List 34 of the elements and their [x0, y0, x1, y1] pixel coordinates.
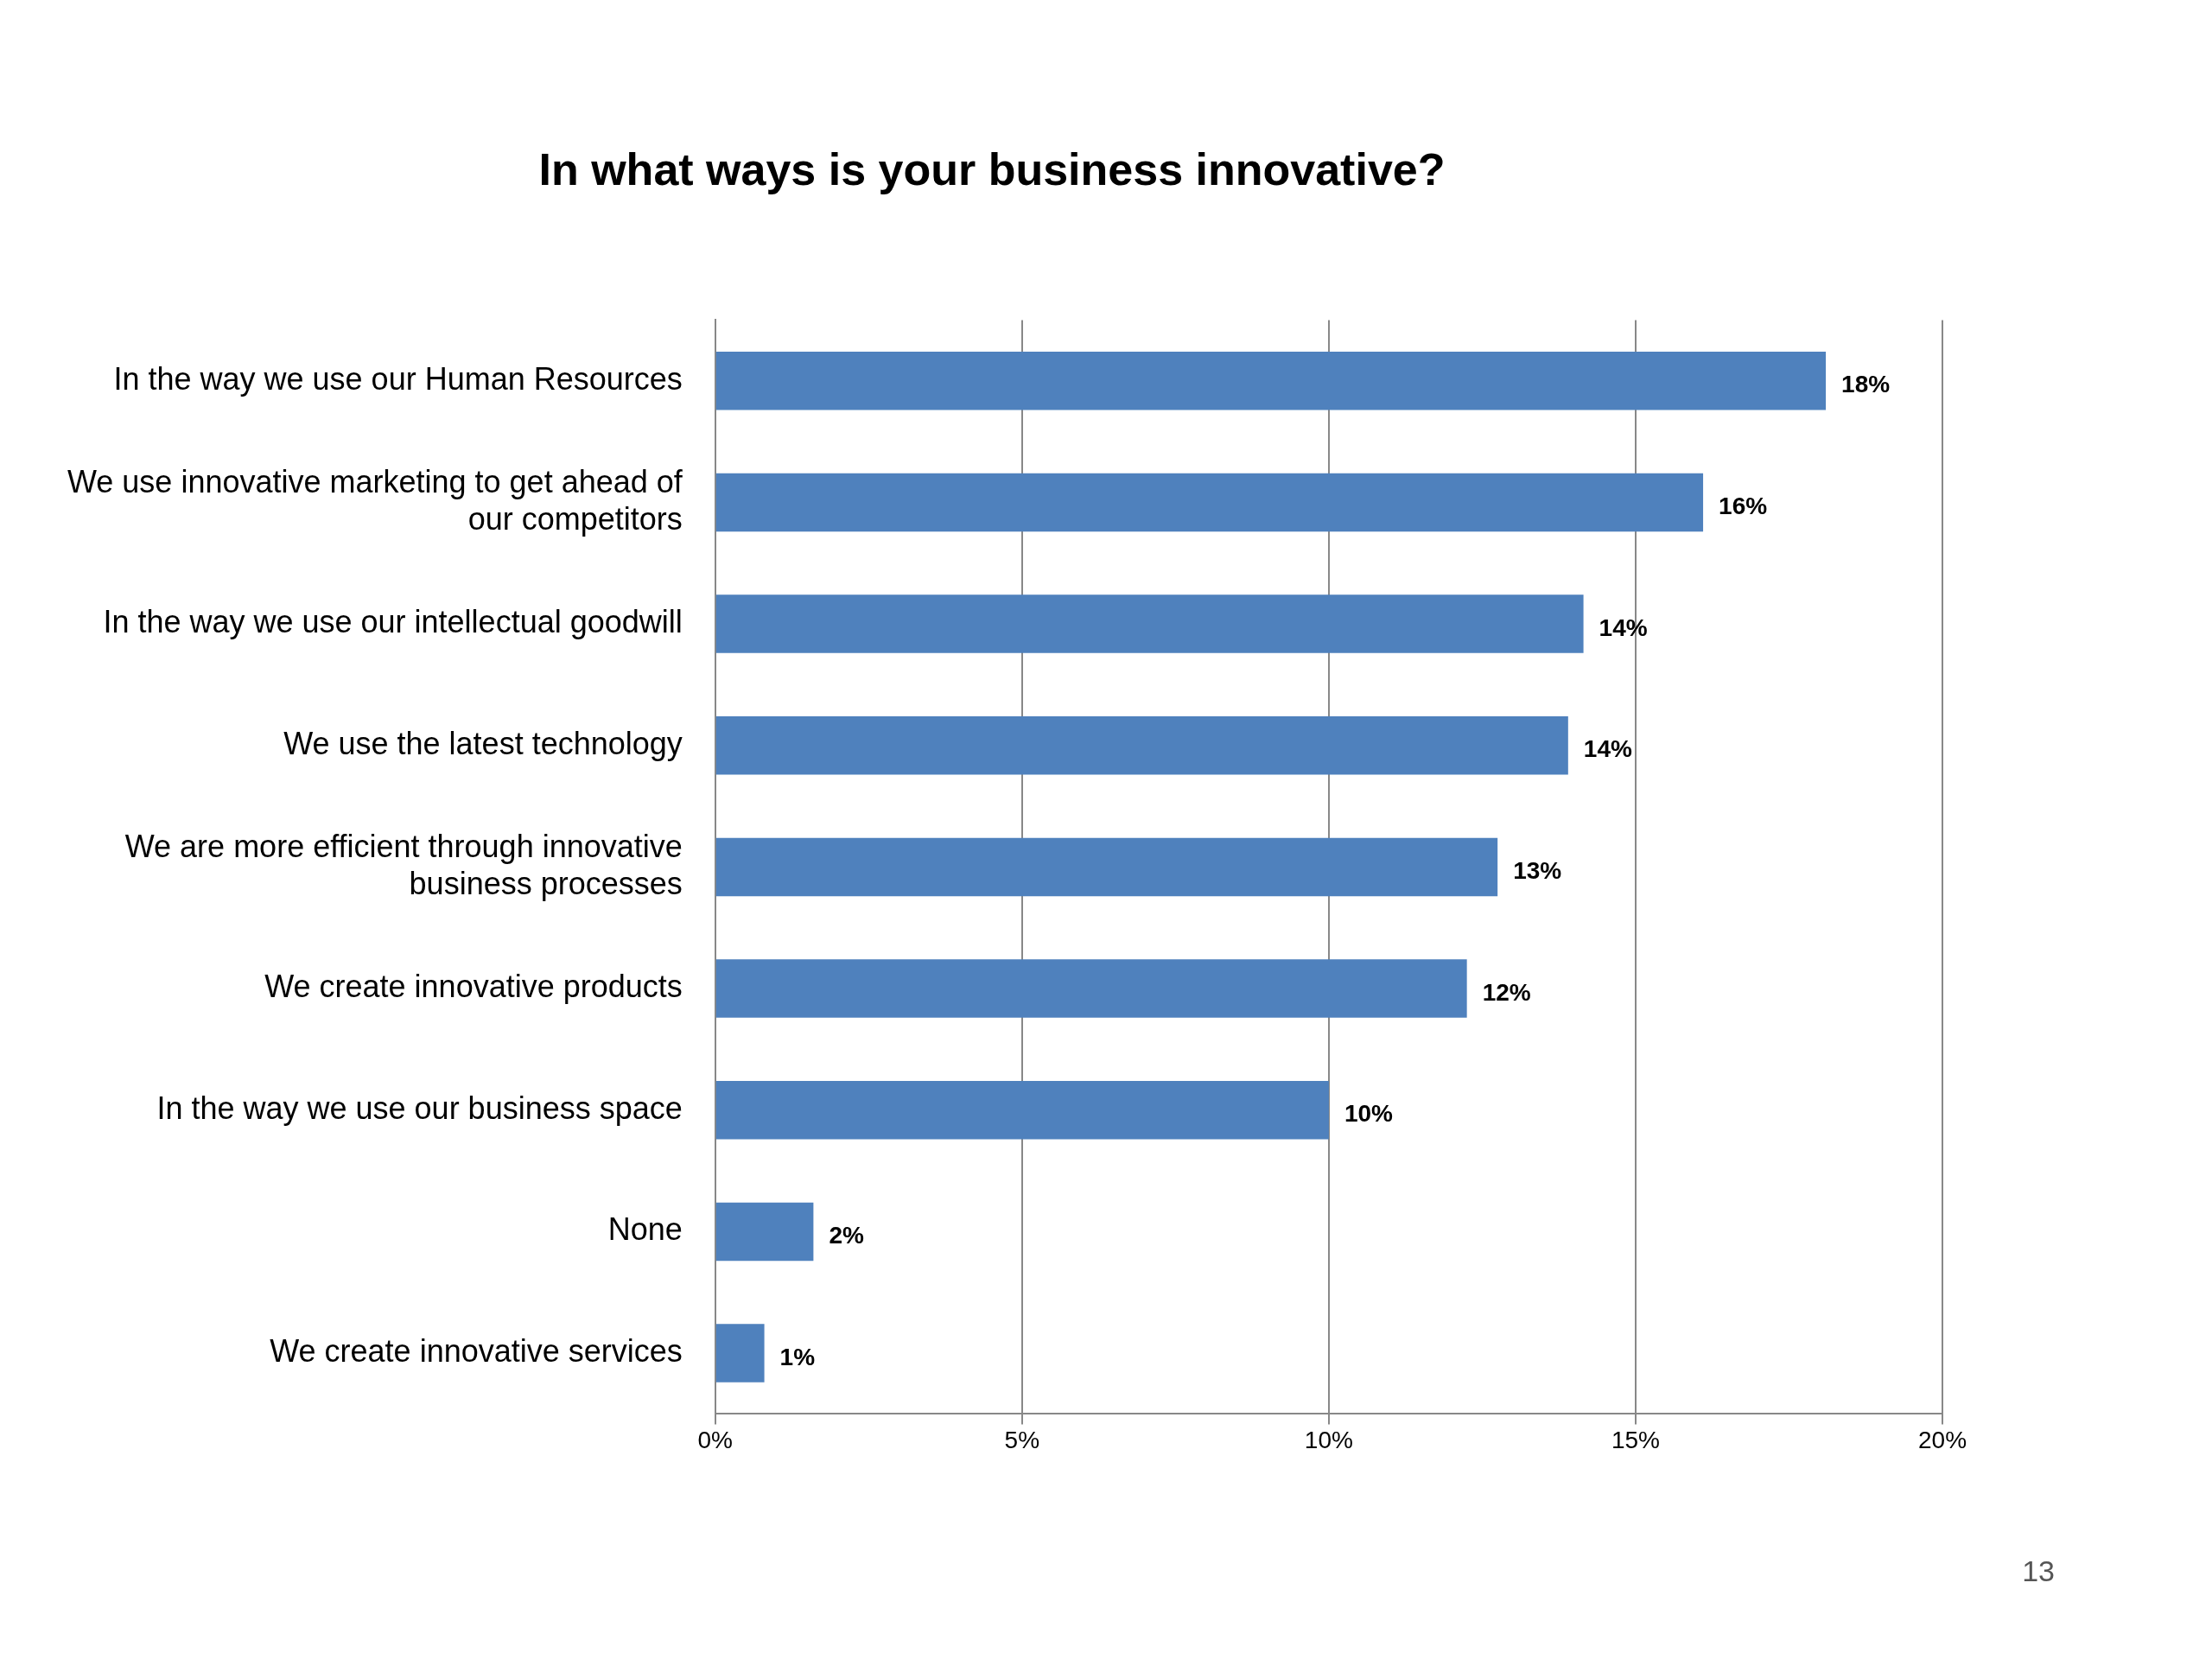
bar: [715, 1324, 765, 1382]
y-tick-label: We use the latest technology: [283, 725, 683, 761]
bar: [715, 351, 1827, 410]
y-tick-label: We are more efficient through innovative business processes: [124, 828, 683, 901]
bar: [715, 715, 1568, 775]
bar: [715, 1080, 1329, 1140]
x-tick-label: 10%: [1304, 1426, 1353, 1453]
y-tick-label: We create innovative products: [264, 968, 683, 1004]
data-label: 1%: [779, 1343, 816, 1370]
bar: [715, 837, 1498, 897]
text: 13: [2022, 1554, 2055, 1588]
data-label: 14%: [1583, 735, 1632, 763]
data-label: 13%: [1513, 857, 1562, 885]
bar: [715, 959, 1467, 1018]
bar: [715, 1202, 814, 1262]
bar: [715, 473, 1704, 532]
x-tick-label: 0%: [697, 1426, 734, 1453]
x-tick-label: 15%: [1611, 1426, 1660, 1453]
y-tick-label: We use innovative marketing to get ahead of our competitors: [67, 463, 683, 537]
chart-title: In what ways is your business innovative?: [538, 143, 1446, 194]
x-tick-label: 20%: [1917, 1426, 1967, 1453]
y-tick-label: We create innovative services: [270, 1332, 683, 1369]
bar: [715, 594, 1584, 653]
data-label: 2%: [829, 1222, 864, 1249]
data-label: 12%: [1482, 978, 1531, 1006]
x-tick-label: 5%: [1004, 1426, 1040, 1453]
data-label: 18%: [1841, 371, 1891, 398]
data-label: 14%: [1599, 613, 1648, 641]
y-tick-label: In the way we use our intellectual goodwill: [103, 603, 683, 639]
y-tick-label: None: [607, 1211, 683, 1248]
data-label: 16%: [1719, 493, 1768, 520]
y-tick-label: In the way we use our business space: [156, 1090, 683, 1126]
data-label: 10%: [1344, 1100, 1394, 1128]
y-tick-label: In the way we use our Human Resources: [113, 360, 683, 397]
